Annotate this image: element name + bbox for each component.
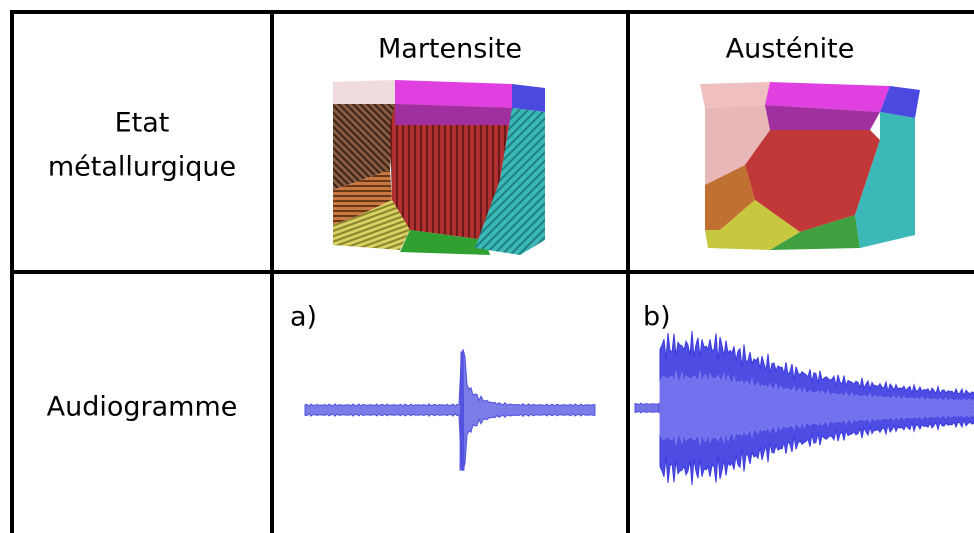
column-header: Austénite xyxy=(726,34,855,65)
row-label: métallurgique xyxy=(48,152,236,183)
audiogram-b xyxy=(634,331,974,485)
waveform xyxy=(459,351,465,471)
audiogram-a xyxy=(304,349,596,471)
waveform xyxy=(659,371,974,445)
waveform xyxy=(304,349,596,471)
table-grid xyxy=(10,10,974,533)
row-label: Audiogramme xyxy=(47,392,238,423)
martensite-cube xyxy=(333,80,545,255)
waveform xyxy=(634,402,660,414)
column-header: Martensite xyxy=(378,34,522,65)
panel-label: b) xyxy=(643,302,671,333)
panel-label: a) xyxy=(290,302,317,333)
austenite-cube xyxy=(700,82,920,250)
row-label: Etat xyxy=(115,108,170,139)
